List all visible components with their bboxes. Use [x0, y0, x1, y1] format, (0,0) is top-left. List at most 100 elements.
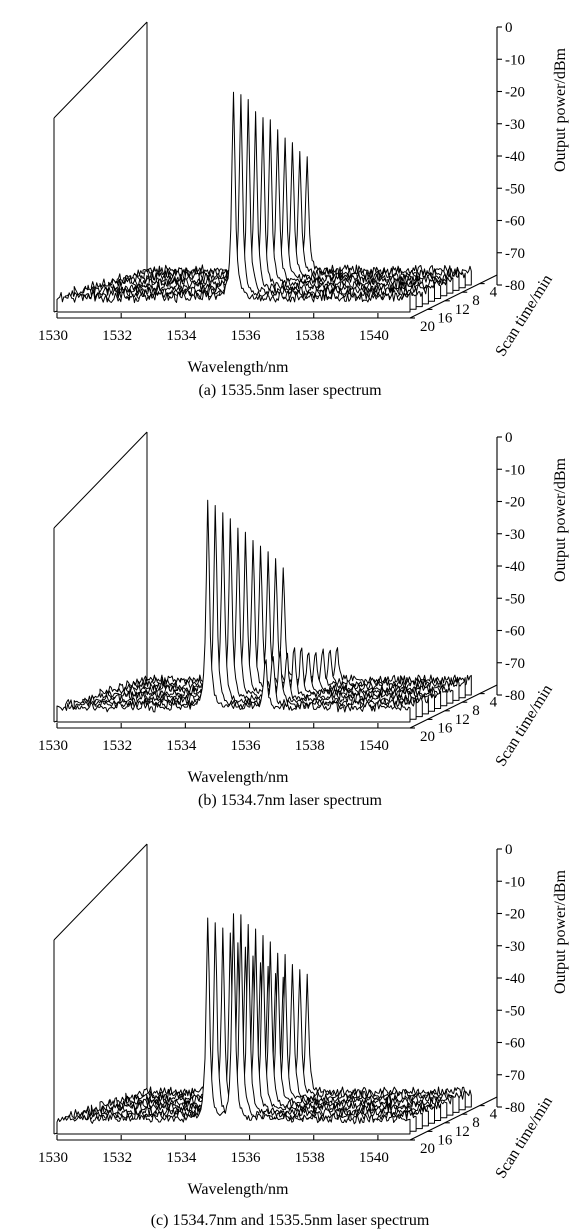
- spectrum-traces: [56, 913, 472, 1135]
- trace-scan-18: [133, 969, 466, 1111]
- power-tick-label: -30: [505, 527, 525, 543]
- power-tick-label: -60: [505, 1036, 525, 1052]
- axes-frame: [53, 431, 148, 723]
- wavelength-tick-label: 1536: [231, 328, 262, 344]
- wavelength-axis: 1530 1532 1534 1536 1538 1540 Wavelength/nm: [38, 313, 410, 376]
- wavelength-tick-label: 1534: [166, 1150, 197, 1166]
- scan-time-axis-line: [409, 684, 498, 729]
- power-tick-label: -60: [505, 624, 525, 640]
- power-axis: 0 -10 -20 -30 -40 -50 -60 -70 -80 Output power/dB…: [496, 430, 569, 704]
- wavelength-axis-title: Wavelength/nm: [188, 769, 289, 786]
- power-tick-label: -70: [505, 656, 525, 672]
- wavelength-tick-label: 1540: [359, 738, 389, 754]
- wavelength-tick-label: 1538: [295, 328, 325, 344]
- power-tick-label: -10: [505, 52, 525, 68]
- power-tick-label: 0: [505, 430, 513, 446]
- power-tick-label: -10: [505, 874, 525, 890]
- trace-scan-2: [65, 505, 417, 720]
- power-tick-label: -80: [505, 1100, 525, 1116]
- trace-scan-20: [142, 973, 472, 1108]
- power-tick-label: 0: [505, 20, 513, 36]
- wavelength-tick-label: 1540: [359, 1150, 389, 1166]
- wavelength-tick-label: 1532: [102, 738, 132, 754]
- trace-scan-20: [142, 156, 472, 286]
- side-top-edge: [53, 843, 148, 941]
- side-top-edge: [53, 431, 148, 529]
- axes-frame: [53, 21, 148, 313]
- wavelength-axis-title: Wavelength/nm: [188, 359, 289, 376]
- wavelength-tick-label: 1534: [166, 328, 197, 344]
- wavelength-tick-label: 1530: [38, 738, 68, 754]
- panel-caption: (c) 1534.7nm and 1535.5nm laser spectrum: [151, 1212, 430, 1229]
- scan-time-tick-label: 12: [455, 302, 470, 318]
- trace-scan-10: [99, 941, 442, 1121]
- power-tick-label: -80: [505, 688, 525, 704]
- scan-time-tick-label: 20: [420, 729, 435, 745]
- scan-time-axis-line: [409, 274, 498, 319]
- power-axis: 0 -10 -20 -30 -40 -50 -60 -70 -80 Output power/dB…: [496, 842, 569, 1116]
- wavelength-tick-label: 1536: [231, 738, 262, 754]
- scan-time-axis-line: [409, 1096, 498, 1141]
- power-axis: 0 -10 -20 -30 -40 -50 -60 -70 -80 Output power/dB…: [496, 20, 569, 294]
- trace-scan-16: [125, 142, 460, 291]
- wavelength-tick-label: 1536: [231, 1150, 262, 1166]
- wavelength-tick-label: 1532: [102, 328, 132, 344]
- power-tick-label: -40: [505, 971, 525, 987]
- power-tick-label: -60: [505, 214, 525, 230]
- trace-scan-0: [56, 91, 411, 313]
- power-tick-label: -70: [505, 246, 525, 262]
- panel-a: 1530 1532 1534 1536 1538 1540 Wavelength/nm 0 -1…: [38, 20, 569, 399]
- trace-scan-0: [56, 499, 411, 723]
- scan-time-tick-label: 4: [490, 285, 498, 301]
- power-tick-label: -50: [505, 591, 525, 607]
- trace-scan-0: [56, 913, 411, 1135]
- wavelength-tick-label: 1530: [38, 328, 68, 344]
- scan-time-tick-label: 8: [472, 1115, 480, 1131]
- scan-time-tick-label: 20: [420, 319, 435, 335]
- power-tick-label: -50: [505, 181, 525, 197]
- wavelength-axis: 1530 1532 1534 1536 1538 1540 Wavelength/nm: [38, 1135, 410, 1198]
- power-tick-label: -20: [505, 907, 525, 923]
- trace-scan-12: [108, 952, 448, 1119]
- trace-scan-2: [65, 914, 417, 1132]
- wavelength-tick-label: 1532: [102, 1150, 132, 1166]
- power-tick-label: -80: [505, 278, 525, 294]
- scan-time-tick-label: 8: [472, 293, 480, 309]
- power-tick-label: -50: [505, 1003, 525, 1019]
- scan-time-tick-label: 8: [472, 703, 480, 719]
- power-tick-label: -40: [505, 559, 525, 575]
- scan-time-tick-label: 16: [437, 1132, 453, 1148]
- scan-time-tick-label: 20: [420, 1141, 435, 1157]
- scan-time-tick-label: 12: [455, 1124, 470, 1140]
- wavelength-tick-label: 1538: [295, 1150, 325, 1166]
- panel-caption: (b) 1534.7nm laser spectrum: [198, 792, 383, 809]
- power-tick-label: -70: [505, 1068, 525, 1084]
- power-tick-label: 0: [505, 842, 513, 858]
- axes-frame: [53, 843, 148, 1135]
- panel-b: 1530 1532 1534 1536 1538 1540 Wavelength/nm 0 -1…: [38, 430, 569, 809]
- spectrum-traces: [56, 91, 472, 313]
- scan-time-tick-label: 4: [490, 695, 498, 711]
- power-axis-title: Output power/dBm: [552, 457, 569, 582]
- power-tick-label: -30: [505, 939, 525, 955]
- scan-time-tick-label: 16: [437, 720, 453, 736]
- scan-time-tick-label: 16: [437, 310, 453, 326]
- power-tick-label: -20: [505, 85, 525, 101]
- wavelength-tick-label: 1534: [166, 738, 197, 754]
- trace-scan-8: [90, 935, 435, 1124]
- wavelength-tick-label: 1540: [359, 328, 389, 344]
- power-tick-label: -30: [505, 117, 525, 133]
- spectrum-traces: [56, 499, 472, 723]
- power-tick-label: -40: [505, 149, 525, 165]
- panel-caption: (a) 1535.5nm laser spectrum: [198, 382, 382, 399]
- side-top-edge: [53, 21, 148, 119]
- trace-scan-14: [116, 137, 454, 294]
- power-tick-label: -20: [505, 495, 525, 511]
- power-tick-label: -10: [505, 462, 525, 478]
- power-axis-title: Output power/dBm: [552, 869, 569, 994]
- power-axis-title: Output power/dBm: [552, 47, 569, 172]
- scan-time-tick-label: 4: [490, 1107, 498, 1123]
- wavelength-tick-label: 1530: [38, 1150, 68, 1166]
- trace-scan-16: [125, 964, 460, 1113]
